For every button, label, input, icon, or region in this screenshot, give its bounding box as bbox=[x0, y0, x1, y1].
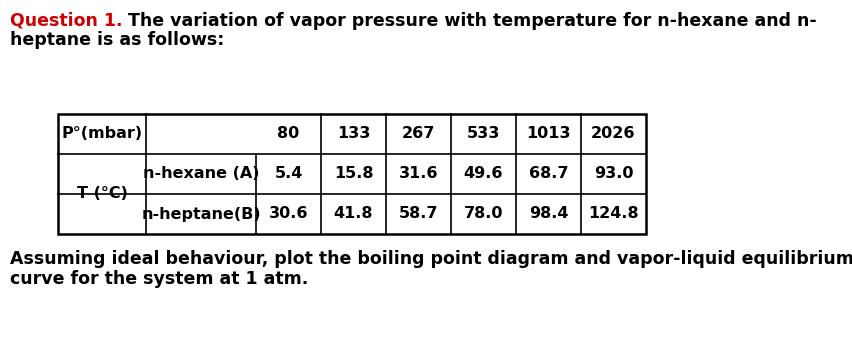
Text: 133: 133 bbox=[337, 127, 370, 141]
Text: 98.4: 98.4 bbox=[529, 206, 568, 222]
Text: T (°C): T (°C) bbox=[77, 186, 128, 202]
Text: curve for the system at 1 atm.: curve for the system at 1 atm. bbox=[10, 270, 308, 288]
Text: 93.0: 93.0 bbox=[594, 166, 633, 182]
Text: 30.6: 30.6 bbox=[268, 206, 308, 222]
Text: 80: 80 bbox=[278, 127, 300, 141]
Text: n-heptane(B): n-heptane(B) bbox=[141, 206, 261, 222]
Text: 1013: 1013 bbox=[527, 127, 571, 141]
Text: 2026: 2026 bbox=[591, 127, 636, 141]
Text: The variation of vapor pressure with temperature for n-hexane and n-: The variation of vapor pressure with tem… bbox=[123, 12, 817, 30]
Text: Question 1.: Question 1. bbox=[10, 12, 123, 30]
Text: 78.0: 78.0 bbox=[463, 206, 504, 222]
Text: P°(mbar): P°(mbar) bbox=[61, 127, 142, 141]
Text: 31.6: 31.6 bbox=[399, 166, 438, 182]
Text: 5.4: 5.4 bbox=[274, 166, 302, 182]
Text: 267: 267 bbox=[402, 127, 435, 141]
Text: 58.7: 58.7 bbox=[399, 206, 438, 222]
Text: heptane is as follows:: heptane is as follows: bbox=[10, 31, 224, 49]
Text: 49.6: 49.6 bbox=[463, 166, 504, 182]
Text: 15.8: 15.8 bbox=[334, 166, 373, 182]
Bar bbox=[58, 114, 646, 234]
Text: 68.7: 68.7 bbox=[529, 166, 568, 182]
Text: 41.8: 41.8 bbox=[334, 206, 373, 222]
Text: 533: 533 bbox=[467, 127, 500, 141]
Text: 124.8: 124.8 bbox=[588, 206, 639, 222]
Text: n-hexane (A): n-hexane (A) bbox=[143, 166, 259, 182]
Text: Assuming ideal behaviour, plot the boiling point diagram and vapor-liquid equili: Assuming ideal behaviour, plot the boili… bbox=[10, 250, 852, 268]
